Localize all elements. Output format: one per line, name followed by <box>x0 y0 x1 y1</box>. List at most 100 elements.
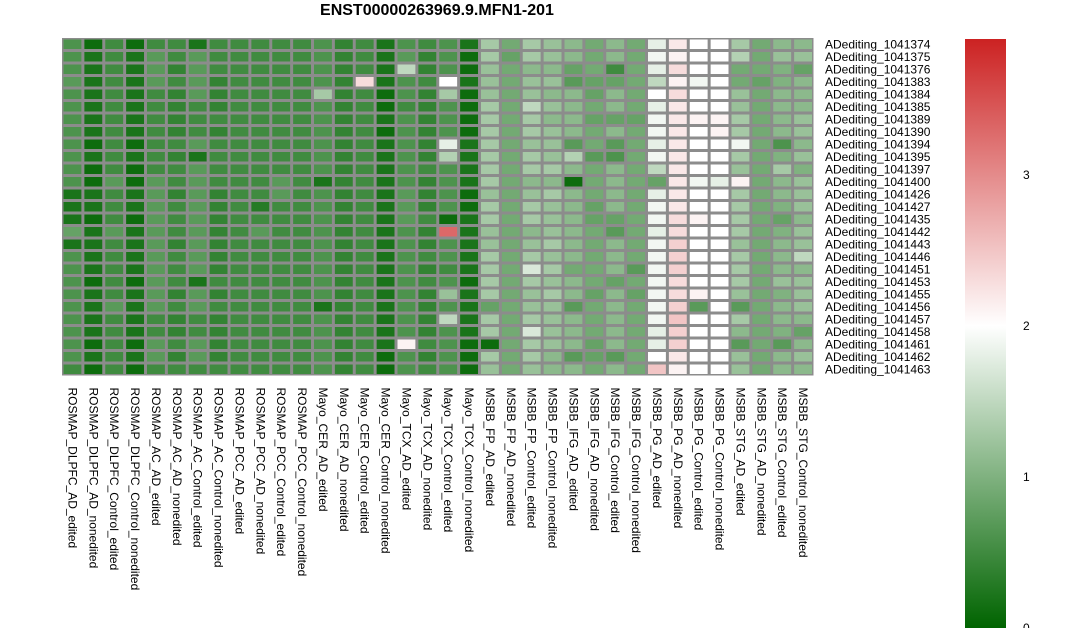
heatmap-cell <box>230 227 249 237</box>
heatmap-cell <box>230 289 249 299</box>
heatmap-cell <box>689 289 708 299</box>
heatmap-cell <box>355 52 374 62</box>
heatmap-cell <box>126 227 145 237</box>
column-label: ROSMAP_AC_Control_nonedited <box>212 388 226 568</box>
heatmap-cell <box>794 289 813 299</box>
heatmap-cell <box>167 302 186 312</box>
heatmap-cell <box>126 177 145 187</box>
heatmap-cell <box>668 352 687 362</box>
heatmap-cell <box>418 264 437 274</box>
heatmap-cell <box>585 277 604 287</box>
heatmap-cell <box>752 227 771 237</box>
heatmap-cell <box>126 152 145 162</box>
heatmap-cell <box>84 264 103 274</box>
heatmap-cell <box>648 252 666 262</box>
heatmap-cell <box>564 339 583 349</box>
row-label: ADediting_1041461 <box>825 337 931 351</box>
heatmap-cell <box>63 264 82 274</box>
heatmap-cell <box>355 139 374 149</box>
column-label: Mayo_CER_Control_nonedited <box>379 388 393 554</box>
heatmap-cell <box>293 252 312 262</box>
heatmap-cell <box>522 289 541 299</box>
heatmap-cell <box>689 339 708 349</box>
heatmap-cell <box>710 139 729 149</box>
heatmap-cell <box>209 102 228 112</box>
heatmap-cell <box>272 52 291 62</box>
heatmap-cell <box>794 152 813 162</box>
heatmap-cell <box>606 77 625 87</box>
heatmap-cell <box>585 339 604 349</box>
heatmap-cell <box>689 127 708 137</box>
heatmap-cell <box>167 327 186 337</box>
heatmap-cell <box>355 252 374 262</box>
heatmap-cell <box>481 352 499 362</box>
heatmap-cell <box>543 89 562 99</box>
heatmap-cell <box>710 114 729 124</box>
heatmap-cell <box>334 202 353 212</box>
heatmap-cell <box>126 64 145 74</box>
heatmap-cell <box>501 227 520 237</box>
heatmap-cell <box>251 302 270 312</box>
heatmap-cell <box>710 214 729 224</box>
heatmap-cell <box>376 202 395 212</box>
heatmap-cell <box>355 364 374 374</box>
heatmap-cell <box>752 264 771 274</box>
heatmap-cell <box>773 39 792 49</box>
heatmap-cell <box>105 77 124 87</box>
heatmap-cell <box>105 177 124 187</box>
heatmap-cell <box>543 177 562 187</box>
heatmap-cell <box>167 339 186 349</box>
heatmap-cell <box>668 139 687 149</box>
heatmap-cell <box>606 252 625 262</box>
column-label: MSBB_STG_Control_nonedited <box>796 388 810 558</box>
heatmap-cell <box>272 89 291 99</box>
heatmap-cell <box>84 227 103 237</box>
heatmap-cell <box>439 127 458 137</box>
heatmap-cell <box>355 289 374 299</box>
heatmap-cell <box>648 327 666 337</box>
heatmap-cell <box>63 289 82 299</box>
heatmap-cell <box>230 189 249 199</box>
column-label: MSBB_PG_Control_edited <box>692 388 706 531</box>
heatmap-cell <box>418 327 437 337</box>
heatmap-cell <box>648 152 666 162</box>
heatmap-cell <box>188 352 207 362</box>
heatmap-cell <box>689 164 708 174</box>
heatmap-cell <box>147 89 165 99</box>
heatmap-cell <box>668 114 687 124</box>
heatmap-cell <box>272 102 291 112</box>
heatmap-cell <box>543 302 562 312</box>
heatmap-cell <box>397 139 416 149</box>
heatmap-cell <box>376 52 395 62</box>
heatmap-cell <box>731 314 750 324</box>
heatmap-cell <box>752 114 771 124</box>
heatmap-cell <box>585 114 604 124</box>
heatmap-cell <box>648 264 666 274</box>
heatmap-cell <box>147 289 165 299</box>
heatmap-cell <box>564 177 583 187</box>
heatmap-cell <box>105 189 124 199</box>
heatmap-cell <box>606 364 625 374</box>
heatmap-cell <box>105 289 124 299</box>
heatmap-cell <box>418 127 437 137</box>
heatmap-cell <box>794 214 813 224</box>
heatmap-cell <box>230 127 249 137</box>
heatmap-cell <box>564 264 583 274</box>
heatmap-cell <box>314 302 332 312</box>
heatmap-cell <box>167 227 186 237</box>
column-label: Mayo_TCX_Control_edited <box>441 388 455 533</box>
heatmap-cell <box>522 102 541 112</box>
heatmap-cell <box>293 39 312 49</box>
heatmap-cell <box>564 364 583 374</box>
heatmap-cell <box>501 89 520 99</box>
heatmap-cell <box>418 139 437 149</box>
heatmap-cell <box>167 114 186 124</box>
heatmap-cell <box>731 52 750 62</box>
heatmap-cell <box>627 139 646 149</box>
heatmap-cell <box>209 327 228 337</box>
heatmap-cell <box>481 77 499 87</box>
heatmap-cell <box>251 277 270 287</box>
column-label: MSBB_STG_AD_edited <box>733 388 747 516</box>
heatmap-cell <box>648 214 666 224</box>
heatmap-cell <box>334 327 353 337</box>
